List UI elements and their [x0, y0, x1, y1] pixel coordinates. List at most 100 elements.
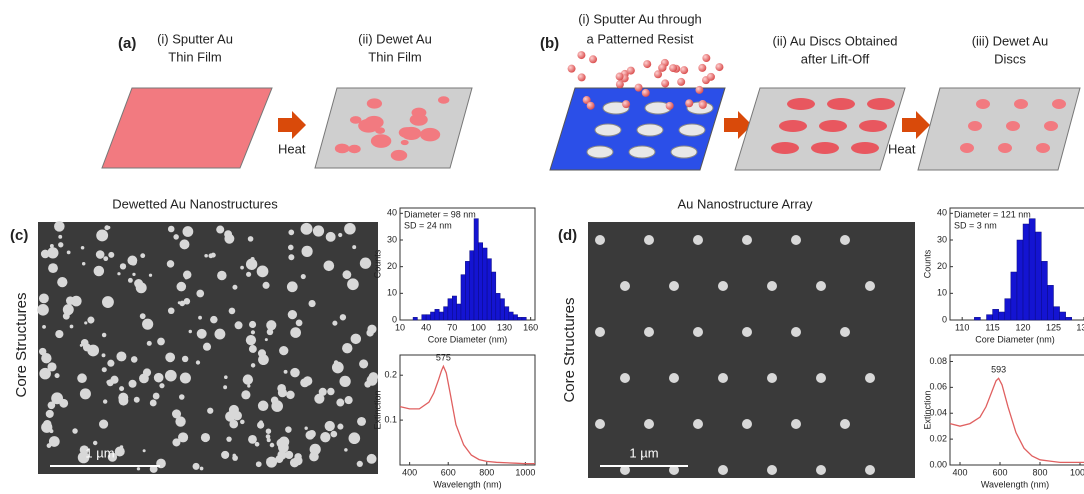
nanoparticle [136, 284, 145, 293]
histogram-bar [513, 315, 517, 320]
nanoparticle [266, 320, 276, 330]
x-tick-label: 40 [421, 322, 431, 332]
sem-image [588, 222, 915, 478]
particle [1006, 121, 1020, 131]
nanoparticle [327, 388, 334, 395]
nanoparticle [288, 245, 294, 251]
x-tick-label: 600 [441, 467, 456, 477]
nanoparticle [347, 278, 359, 290]
nanoparticle [693, 235, 703, 245]
y-tick-label: 0 [942, 314, 947, 324]
nanoparticle [210, 316, 217, 323]
nanoparticle [179, 394, 185, 400]
y-tick-label: 0 [392, 314, 397, 324]
nanoparticle [266, 434, 271, 439]
nanoparticle [325, 421, 335, 431]
nanoparticle [232, 454, 236, 458]
particle [401, 127, 421, 140]
nanoparticle [180, 239, 190, 249]
nanoparticle [150, 400, 157, 407]
nanoparticle [742, 419, 752, 429]
x-axis-label: Core Diameter (nm) [975, 334, 1055, 344]
nanoparticle [257, 422, 264, 429]
y-tick-label: 0.08 [929, 356, 947, 366]
nanoparticle [42, 325, 46, 329]
nanoparticle [360, 258, 371, 269]
scale-label: 1 µm [629, 445, 658, 460]
step-label: a Patterned Resist [587, 31, 694, 46]
nanoparticle [67, 251, 71, 255]
nanoparticle [102, 333, 106, 337]
au-atom [699, 101, 707, 109]
x-tick-label: 100 [471, 322, 486, 332]
y-tick-label: 40 [387, 208, 397, 218]
disc [779, 120, 807, 132]
nanoparticle [309, 452, 319, 462]
nanoparticle [314, 394, 324, 404]
x-tick-label: 70 [447, 322, 457, 332]
histogram-bar [974, 317, 980, 320]
annotation: SD = 3 nm [954, 220, 997, 230]
histogram-bar [452, 296, 456, 320]
nanoparticle [279, 346, 288, 355]
plot-frame [400, 355, 535, 465]
nanoparticle [223, 385, 227, 389]
step-label: Thin Film [368, 49, 421, 64]
nanoparticle [693, 419, 703, 429]
nanoparticle [336, 399, 344, 407]
au-atom [654, 70, 662, 78]
y-tick-label: 0.00 [929, 459, 947, 469]
annotation: Diameter = 121 nm [954, 209, 1031, 219]
nanoparticle [49, 436, 60, 447]
au-atom [568, 65, 576, 73]
y-tick-label: 0.02 [929, 433, 947, 443]
nanoparticle [58, 235, 62, 239]
nanoparticle [249, 345, 257, 353]
particle [960, 143, 974, 153]
nanoparticle [251, 330, 255, 334]
x-axis-label: Wavelength (nm) [981, 479, 1049, 489]
peak-label: 575 [436, 353, 451, 363]
nanoparticle [81, 246, 85, 250]
nanoparticle [669, 373, 679, 383]
nanoparticle [286, 391, 295, 400]
nanoparticle [102, 353, 106, 357]
nanoparticle [37, 304, 49, 316]
nanoparticle [173, 234, 178, 239]
nanoparticle [304, 427, 307, 430]
nanoparticle [301, 223, 313, 235]
nanoparticle [320, 432, 330, 442]
nanoparticle [193, 463, 200, 470]
nanoparticle [301, 246, 312, 257]
nanoparticle [344, 448, 347, 451]
nanoparticle [359, 359, 368, 368]
au-atom [635, 84, 643, 92]
nanoparticle [249, 321, 256, 328]
nanoparticle [226, 436, 231, 441]
nanoparticle [189, 330, 192, 333]
nanoparticle [246, 335, 256, 345]
y-tick-label: 40 [937, 208, 947, 218]
histogram-bar [1005, 299, 1011, 320]
nanoparticle [595, 419, 605, 429]
nanoparticle [139, 373, 149, 383]
histogram-bar [435, 309, 439, 320]
nanoparticle [351, 334, 361, 344]
au-atom [669, 64, 677, 72]
nanoparticle [620, 373, 630, 383]
nanoparticle [142, 319, 153, 330]
nanoparticle [184, 298, 191, 305]
nanoparticle [165, 352, 175, 362]
hole [595, 124, 621, 136]
nanoparticle [39, 348, 46, 355]
nanoparticle [172, 410, 178, 416]
side-label: Core Structures [561, 297, 578, 402]
hole [629, 146, 655, 158]
particle [1014, 99, 1028, 109]
nanoparticle [120, 445, 123, 448]
nanoparticle [102, 367, 107, 372]
nanoparticle [103, 399, 107, 403]
panel-title: Dewetted Au Nanostructures [112, 196, 278, 211]
nanoparticle [266, 429, 271, 434]
nanoparticle [816, 465, 826, 475]
